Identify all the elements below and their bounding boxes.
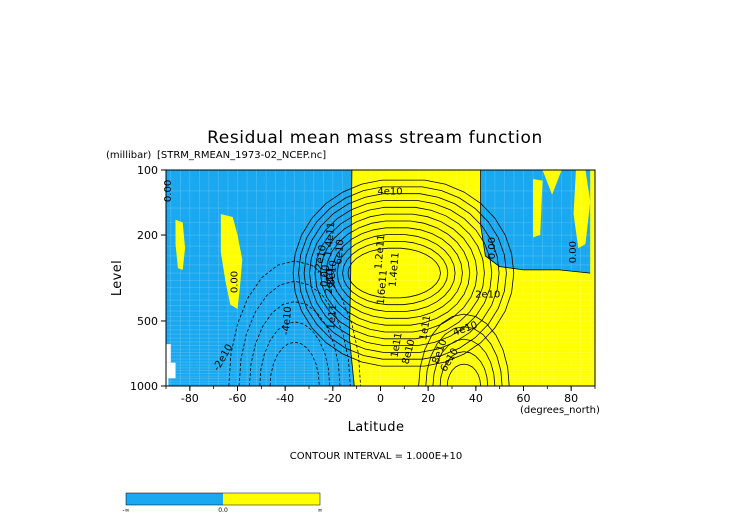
- contour-positive-cell: [336, 234, 456, 312]
- contour-positive-cell: [309, 200, 493, 346]
- colorbar: -∞ 0.0 ∞: [122, 492, 323, 514]
- contour-label: 8e10: [326, 260, 339, 286]
- contour-positive-cell: [342, 241, 449, 306]
- colorbar-negative: [126, 493, 223, 505]
- contour-positive-cell: [325, 220, 471, 326]
- contour-label: 0.00: [487, 237, 498, 259]
- contour-positive-surface-cell: [446, 363, 481, 386]
- contour-zero-north: [480, 170, 591, 274]
- x-tick-label: 40: [469, 392, 483, 405]
- contour-label: 1.4e11: [388, 252, 402, 288]
- contour-label: 1.2e11: [373, 234, 387, 270]
- contour-label: 6e10: [333, 239, 346, 265]
- contour-positive-cell: [331, 227, 463, 319]
- chart-subtitle: [STRM_RMEAN_1973-02_NCEP.nc]: [157, 150, 326, 161]
- contour-positive-cell: [298, 186, 507, 360]
- x-tick-label: 20: [421, 392, 435, 405]
- contour-positive-surface-cell: [432, 338, 496, 386]
- x-tick-label: 60: [517, 392, 531, 405]
- contour-lines: [228, 170, 591, 386]
- positive-region-north-pocket: [533, 178, 543, 238]
- grid-lines: [166, 170, 595, 386]
- x-tick-label: -20: [324, 392, 342, 405]
- contour-label: 0.00: [319, 264, 332, 287]
- missing-region-3: [166, 378, 169, 386]
- contour-label: 1e11: [326, 304, 339, 330]
- colorbar-label-min: -∞: [122, 507, 129, 514]
- contour-negative-cell: [249, 301, 341, 386]
- x-axis-label: Latitude: [348, 420, 405, 435]
- x-units-label: (degrees_north): [520, 405, 600, 416]
- contour-positive-cell: [314, 206, 485, 340]
- chart-title: Residual mean mass stream function: [207, 128, 543, 148]
- missing-region-1: [166, 344, 171, 363]
- contour-label: 1e11: [418, 314, 433, 341]
- y-tick-label: 200: [137, 229, 158, 242]
- contour-label: -2e10: [313, 244, 329, 274]
- contour-positive-surface-cell: [425, 326, 503, 386]
- contour-label: 2e10: [475, 290, 500, 301]
- positive-region-south-cell: [220, 214, 243, 309]
- y-tick-label: 1000: [130, 380, 158, 393]
- y-units-label: (millibar): [106, 150, 151, 161]
- contour-label: 0.00: [568, 241, 579, 263]
- contour-label: 2e10: [324, 269, 337, 295]
- contour-positive-cell: [292, 179, 515, 367]
- contour-positive-surface-cell: [418, 313, 510, 386]
- colorbar-label-max: ∞: [318, 507, 323, 514]
- x-tick-label: -40: [276, 392, 294, 405]
- contour-label: 1e11: [389, 332, 404, 359]
- y-tick-label: 500: [137, 315, 158, 328]
- negative-region-south: [166, 170, 355, 386]
- y-axis-label: Level: [110, 260, 125, 296]
- axis-ticks: -80 -60 -40 -20 0 20 40 60 80 100 200 500 1000: [130, 164, 596, 405]
- contour-label: 0.00: [230, 271, 241, 293]
- x-tick-label: -80: [181, 392, 199, 405]
- contour-interval-text: CONTOUR INTERVAL = 1.000E+10: [290, 451, 462, 462]
- contour-label: 1.4e11: [323, 222, 337, 258]
- positive-region-north-pole: [573, 170, 591, 249]
- x-tick-label: 0: [377, 392, 384, 405]
- contour-negative-cell: [259, 321, 331, 386]
- colorbar-positive: [223, 493, 320, 505]
- contour-positive-cell: [347, 247, 441, 299]
- contour-label: -4e10: [281, 306, 294, 336]
- plot-field: [166, 170, 595, 386]
- contour-labels: 0.000.00-2e10-4e10-2e100.002e104e106e108…: [163, 180, 579, 374]
- x-tick-label: -60: [229, 392, 247, 405]
- contour-negative-cell: [269, 341, 320, 386]
- contour-label: 0.00: [163, 180, 174, 202]
- positive-region-south-polar: [175, 219, 186, 270]
- contour-label: 4e10: [377, 187, 402, 198]
- y-tick-label: 100: [137, 164, 158, 177]
- contour-label: 1.6e11: [376, 269, 390, 305]
- colorbar-label-zero: 0.0: [218, 507, 228, 514]
- missing-region-2: [166, 362, 176, 379]
- contour-positive-cell: [303, 193, 500, 353]
- contour-positive-surface-cell: [439, 351, 489, 386]
- x-tick-label: 80: [564, 392, 578, 405]
